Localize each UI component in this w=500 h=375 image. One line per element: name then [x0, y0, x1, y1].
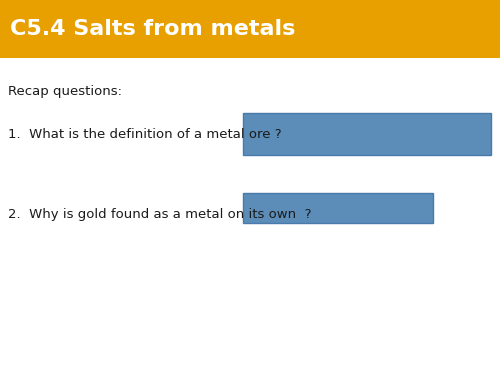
Text: 1.  What is the definition of a metal ore ?: 1. What is the definition of a metal ore…	[8, 128, 281, 141]
Text: 2.  Why is gold found as a metal on its own  ?: 2. Why is gold found as a metal on its o…	[8, 208, 312, 221]
Bar	[243, 113, 491, 155]
Bar	[243, 193, 433, 223]
Text: Recap questions:: Recap questions:	[8, 85, 122, 98]
Text: C5.4 Salts from metals: C5.4 Salts from metals	[10, 19, 296, 39]
Bar	[0, 0, 500, 58]
